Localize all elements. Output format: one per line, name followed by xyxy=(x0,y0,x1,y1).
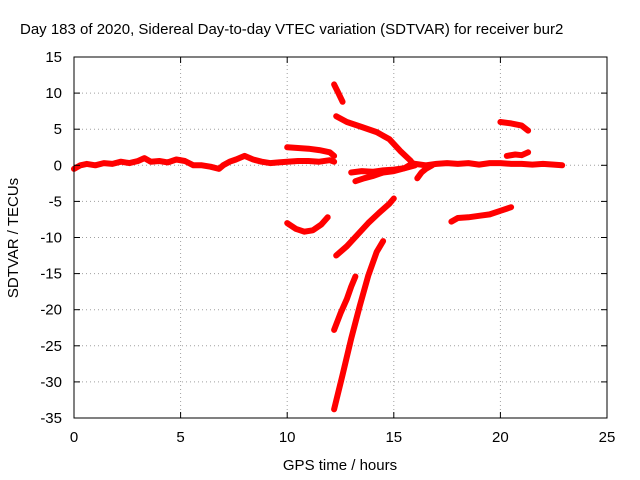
series-trace xyxy=(497,119,532,134)
series-trace xyxy=(331,273,359,333)
series-trace xyxy=(284,214,331,235)
x-tick-label: 20 xyxy=(492,429,509,446)
series-trace xyxy=(412,160,566,169)
x-axis-label: GPS time / hours xyxy=(283,457,397,474)
y-tick-label: -15 xyxy=(40,266,62,283)
data-series xyxy=(71,81,566,413)
grid-lines xyxy=(74,57,607,418)
series-trace xyxy=(448,204,515,225)
x-tick-label: 10 xyxy=(279,429,296,446)
series-trace xyxy=(333,113,414,164)
series-trace xyxy=(284,144,338,159)
y-tick-label: 10 xyxy=(45,85,62,102)
y-tick-label: -20 xyxy=(40,302,62,319)
y-tick-label: 15 xyxy=(45,49,62,66)
y-axis-label: SDTVAR / TECUs xyxy=(5,178,22,298)
y-tick-label: 0 xyxy=(54,157,62,174)
y-tick-label: -35 xyxy=(40,410,62,427)
axis-ticks xyxy=(73,56,608,419)
series-trace xyxy=(503,149,532,159)
series-trace xyxy=(414,162,436,182)
x-tick-label: 15 xyxy=(385,429,402,446)
x-tick-labels: 0 5 10 15 20 25 xyxy=(70,429,616,446)
x-tick-label: 5 xyxy=(176,429,184,446)
series-trace xyxy=(352,162,419,185)
x-tick-label: 0 xyxy=(70,429,78,446)
series-trace xyxy=(71,152,338,172)
y-tick-label: 5 xyxy=(54,121,62,138)
series-trace xyxy=(333,195,397,259)
plot-frame xyxy=(73,56,608,419)
y-tick-label: -5 xyxy=(49,193,62,210)
y-tick-labels: -35 -30 -25 -20 -15 -10 -5 0 5 10 15 xyxy=(40,49,62,427)
series-trace xyxy=(331,238,387,413)
series-trace xyxy=(331,81,346,105)
y-tick-label: -10 xyxy=(40,230,62,247)
y-tick-label: -30 xyxy=(40,374,62,391)
x-tick-label: 25 xyxy=(599,429,616,446)
y-tick-label: -25 xyxy=(40,338,62,355)
chart-title: Day 183 of 2020, Sidereal Day-to-day VTE… xyxy=(20,21,563,38)
